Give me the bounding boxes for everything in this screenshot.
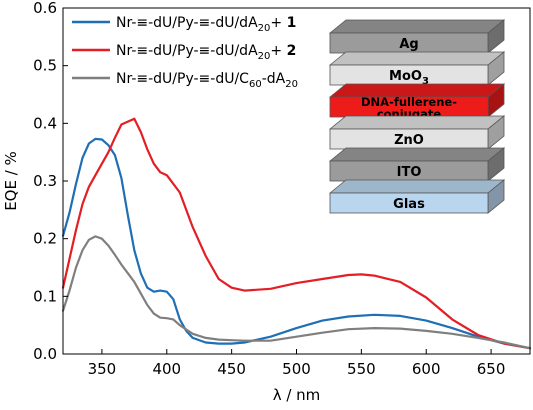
y-tick-label: 0.2 [33, 230, 57, 248]
y-tick-label: 0.4 [33, 114, 57, 132]
series-layer [61, 117, 532, 350]
stack-layer-2: MoO3 [328, 51, 506, 87]
x-tick-label: 550 [347, 360, 376, 378]
stack-layer-label: ITO [397, 165, 422, 180]
stack-layer-label: ZnO [394, 133, 424, 148]
stack-layer-label: Glas [393, 197, 425, 212]
axes: 350 400 450 500 550 600 650 0.0 0.1 0.2 0.3 0.4 0.5 0… [33, 0, 531, 378]
stack-layer-label: MoO3 [389, 69, 429, 87]
series-line-1 [61, 137, 532, 350]
series-line-2 [61, 117, 532, 350]
x-axis-title: λ / nm [273, 386, 321, 404]
series-line-3 [61, 235, 532, 350]
y-tick-label: 0.6 [33, 0, 57, 17]
x-tick-label: 450 [217, 360, 246, 378]
y-axis-title: EQE / % [2, 151, 20, 211]
x-tick-label: 400 [152, 360, 181, 378]
legend-label-1: Nr-≡-dU/Py-≡-dU/dA20+ 1 [116, 15, 296, 34]
x-tick-label: 600 [412, 360, 441, 378]
y-tick-label: 0.1 [33, 287, 57, 305]
stack-layer-4: ZnO [328, 115, 506, 150]
stack-layer-1: Ag [328, 19, 506, 54]
stack-layer-5: ITO [328, 147, 506, 182]
y-tick-label: 0.0 [33, 345, 57, 363]
stack-layer-label: Ag [399, 37, 418, 52]
y-tick-label: 0.3 [33, 172, 57, 190]
y-tick-label: 0.5 [33, 57, 57, 75]
legend-label-2: Nr-≡-dU/Py-≡-dU/dA20+ 2 [116, 43, 296, 62]
x-tick-label: 650 [477, 360, 506, 378]
legend-label-3: Nr-≡-dU/Py-≡-dU/C60-dA20 [116, 71, 298, 90]
legend: Nr-≡-dU/Py-≡-dU/dA20+ 1 Nr-≡-dU/Py-≡-dU/d… [72, 15, 298, 90]
stack-layer-6: Glas [328, 179, 506, 214]
x-tick-label: 350 [88, 360, 117, 378]
x-tick-label: 500 [282, 360, 311, 378]
stack-layer-3: DNA-fullerene-conjugate [328, 83, 506, 121]
